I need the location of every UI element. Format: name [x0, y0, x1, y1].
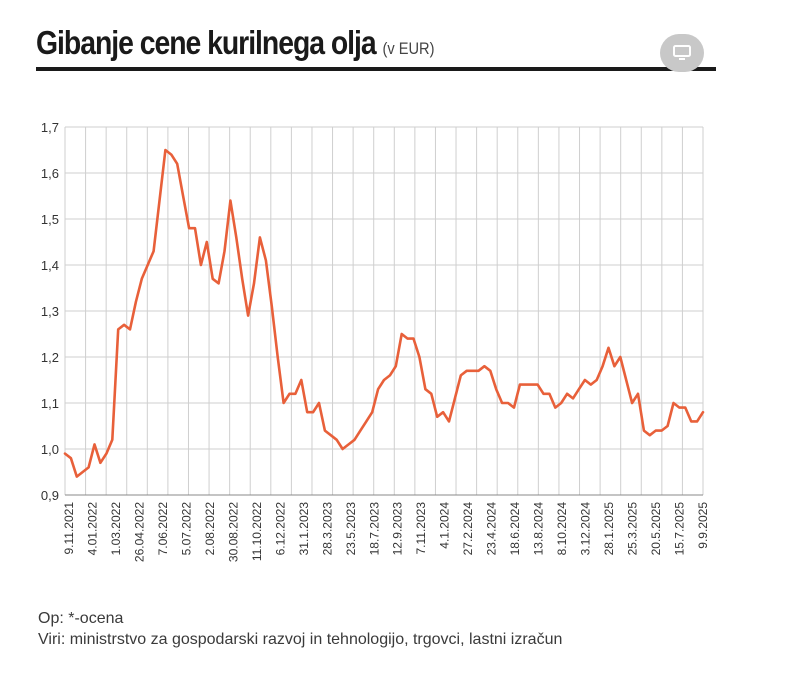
x-tick-label: 9.9.2025: [696, 502, 710, 549]
x-tick-label: 28.1.2025: [602, 502, 616, 556]
y-tick-label: 1,7: [41, 120, 59, 135]
x-tick-label: 30.08.2022: [226, 502, 240, 562]
chart-footer: Op: *-ocena Viri: ministrstvo za gospoda…: [38, 608, 562, 650]
x-tick-label: 23.4.2024: [485, 502, 499, 556]
line-chart: 0,9 1,0 1,1 1,2 1,3 1,4 1,5 1,6 1,7 9.11.2021 4.01…: [41, 120, 710, 562]
chart-header: Gibanje cene kurilnega olja (v EUR): [36, 20, 716, 66]
y-tick-label: 1,3: [41, 304, 59, 319]
x-tick-label: 25.3.2025: [626, 502, 640, 556]
y-tick-label: 0,9: [41, 488, 59, 503]
footer-note: Op: *-ocena: [38, 610, 124, 627]
monitor-icon: [673, 45, 691, 60]
x-tick-label: 12.9.2023: [391, 502, 405, 556]
fullscreen-button[interactable]: [660, 34, 704, 72]
x-tick-label: 11.10.2022: [250, 502, 264, 561]
x-tick-label: 31.1.2023: [297, 502, 311, 556]
x-tick-label: 13.8.2024: [532, 502, 546, 556]
x-tick-label: 4.1.2024: [438, 502, 452, 549]
x-tick-label: 5.07.2022: [179, 502, 193, 556]
series-line: [63, 148, 705, 478]
title-rule: [36, 67, 716, 71]
x-tick-label: 1.03.2022: [109, 502, 123, 556]
x-tick-label: 15.7.2025: [673, 502, 687, 556]
x-tick-label: 28.3.2023: [320, 502, 334, 556]
x-tick-label: 3.12.2024: [579, 502, 593, 556]
x-tick-label: 2.08.2022: [203, 502, 217, 556]
x-tick-label: 20.5.2025: [649, 502, 663, 556]
y-tick-label: 1,5: [41, 212, 59, 227]
x-tick-label: 6.12.2022: [273, 502, 287, 556]
x-tick-label: 23.5.2023: [344, 502, 358, 556]
x-tick-label: 18.7.2023: [367, 502, 381, 556]
y-tick-label: 1,1: [41, 396, 59, 411]
x-tick-label: 4.01.2022: [85, 502, 99, 556]
x-tick-label: 26.04.2022: [132, 502, 146, 562]
y-tick-label: 1,4: [41, 258, 59, 273]
x-tick-label: 27.2.2024: [461, 502, 475, 556]
chart-title: Gibanje cene kurilnega olja (v EUR): [36, 24, 434, 62]
x-tick-label: 7.11.2023: [414, 502, 428, 555]
x-tick-label: 7.06.2022: [156, 502, 170, 556]
y-tick-label: 1,6: [41, 166, 59, 181]
y-tick-label: 1,2: [41, 350, 59, 365]
x-tick-label: 9.11.2021: [62, 502, 76, 555]
x-tick-label: 8.10.2024: [555, 502, 569, 556]
chart-unit: (v EUR): [382, 39, 435, 58]
chart-title-text: Gibanje cene kurilnega olja: [36, 24, 377, 61]
footer-sources: Viri: ministrstvo za gospodarski razvoj …: [38, 631, 563, 648]
y-tick-label: 1,0: [41, 442, 59, 457]
x-tick-label: 18.6.2024: [508, 502, 522, 556]
